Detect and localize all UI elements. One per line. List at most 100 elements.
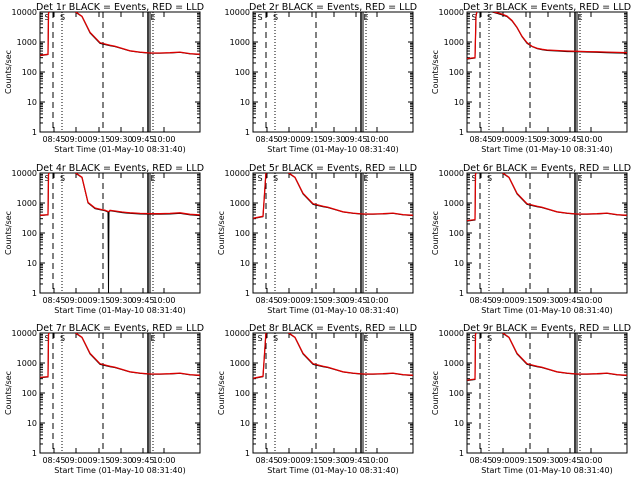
y-tick-label: 10 <box>240 419 250 428</box>
y-tick-label: 10 <box>454 98 464 107</box>
y-tick-label: 1 <box>32 128 37 137</box>
interval-marker-label: S <box>472 334 477 343</box>
y-tick-label: 100 <box>235 229 250 238</box>
y-tick-label: 10000 <box>439 8 464 17</box>
x-tick-label: 09:00 <box>491 456 514 465</box>
plot-frame <box>466 332 628 454</box>
x-tick-label: 09:45 <box>344 296 367 305</box>
interval-marker-label: S <box>273 13 278 22</box>
y-tick-label: 1 <box>459 128 464 137</box>
panel-title: Det 3r BLACK = Events, RED = LLD <box>463 2 631 13</box>
x-tick-label: 09:15 <box>87 296 110 305</box>
y-tick-label: 1 <box>245 128 250 137</box>
interval-marker-label: E <box>151 334 156 343</box>
interval-marker-label: S <box>472 13 477 22</box>
x-tick-label: 10:00 <box>365 135 388 144</box>
x-tick-label: 09:45 <box>344 456 367 465</box>
panel-title: Det 5r BLACK = Events, RED = LLD <box>249 163 417 174</box>
series-events-line <box>40 173 200 293</box>
x-axis-label: Start Time (01-May-10 08:31:40) <box>54 145 185 154</box>
y-tick-label: 1000 <box>230 38 250 47</box>
x-tick-label: 09:00 <box>491 296 514 305</box>
interval-marker-label: E <box>578 174 583 183</box>
plot-frame <box>252 11 414 133</box>
interval-marker-label: S <box>60 334 65 343</box>
interval-marker-label: S <box>60 13 65 22</box>
y-tick-label: 10 <box>27 98 37 107</box>
y-tick-label: 1 <box>245 289 250 298</box>
interval-marker-label: E <box>364 13 369 22</box>
x-tick-label: 09:00 <box>277 296 300 305</box>
x-tick-label: 09:15 <box>514 135 537 144</box>
y-tick-label: 10 <box>454 259 464 268</box>
x-tick-label: 08:45 <box>469 456 492 465</box>
interval-marker-label: E <box>364 334 369 343</box>
y-tick-label: 1000 <box>230 359 250 368</box>
y-tick-label: 100 <box>235 68 250 77</box>
x-tick-label: 08:45 <box>255 296 278 305</box>
series-lld-line <box>40 333 200 379</box>
y-tick-label: 10 <box>27 419 37 428</box>
x-tick-label: 09:30 <box>109 135 132 144</box>
x-tick-label: 09:15 <box>300 135 323 144</box>
y-axis-label: Counts/sec <box>4 371 13 415</box>
x-axis-label: Start Time (01-May-10 08:31:40) <box>481 306 612 315</box>
y-tick-label: 10000 <box>439 169 464 178</box>
panel-det-6: Det 6r BLACK = Events, RED = LLD 1 10 100 10… <box>431 163 631 315</box>
x-axis-label: Start Time (01-May-10 08:31:40) <box>267 145 398 154</box>
interval-marker-label: S <box>258 174 263 183</box>
y-tick-label: 1000 <box>17 199 37 208</box>
panel-title: Det 2r BLACK = Events, RED = LLD <box>249 2 417 13</box>
plot-frame <box>39 11 201 133</box>
y-axis-label: Counts/sec <box>4 211 13 255</box>
interval-marker-label: E <box>151 174 156 183</box>
x-tick-label: 09:00 <box>64 296 87 305</box>
series-lld-line <box>40 12 200 56</box>
interval-marker-label: S <box>273 174 278 183</box>
interval-marker-label: S <box>258 334 263 343</box>
plot-frame <box>466 172 628 294</box>
plot-frame <box>466 11 628 133</box>
x-tick-label: 09:15 <box>300 456 323 465</box>
y-tick-label: 10 <box>240 98 250 107</box>
x-tick-label: 09:30 <box>109 296 132 305</box>
y-axis-label: Counts/sec <box>217 211 226 255</box>
plot-frame <box>39 172 201 294</box>
x-tick-label: 09:15 <box>514 456 537 465</box>
x-tick-label: 08:45 <box>42 456 65 465</box>
y-tick-label: 10 <box>454 419 464 428</box>
plot-frame <box>39 332 201 454</box>
y-tick-label: 10 <box>27 259 37 268</box>
y-tick-label: 1 <box>459 449 464 458</box>
interval-marker-label: E <box>151 13 156 22</box>
plot-frame <box>252 332 414 454</box>
interval-marker-label: E <box>578 334 583 343</box>
x-tick-label: 09:30 <box>322 135 345 144</box>
x-axis-label: Start Time (01-May-10 08:31:40) <box>481 466 612 475</box>
interval-marker-label: E <box>364 174 369 183</box>
interval-marker-label: S <box>273 334 278 343</box>
y-axis-label: Counts/sec <box>431 371 440 415</box>
x-tick-label: 10:00 <box>152 296 175 305</box>
x-tick-label: 09:00 <box>277 135 300 144</box>
y-tick-label: 10 <box>240 259 250 268</box>
x-tick-label: 09:15 <box>87 456 110 465</box>
panel-det-3: Det 3r BLACK = Events, RED = LLD 1 10 100 10… <box>431 2 631 154</box>
x-axis-label: Start Time (01-May-10 08:31:40) <box>54 466 185 475</box>
x-tick-label: 10:00 <box>365 456 388 465</box>
interval-marker-label: S <box>45 13 50 22</box>
x-tick-label: 09:45 <box>558 296 581 305</box>
y-tick-label: 10000 <box>225 8 250 17</box>
panel-det-7: Det 7r BLACK = Events, RED = LLD 1 10 100 10… <box>4 323 204 475</box>
y-tick-label: 100 <box>449 68 464 77</box>
panel-det-4: Det 4r BLACK = Events, RED = LLD 1 10 100 10… <box>4 163 204 315</box>
y-tick-label: 1000 <box>17 359 37 368</box>
x-tick-label: 09:45 <box>558 135 581 144</box>
y-axis-label: Counts/sec <box>4 50 13 94</box>
x-tick-label: 09:45 <box>131 296 154 305</box>
x-tick-label: 09:00 <box>64 456 87 465</box>
y-tick-label: 100 <box>22 68 37 77</box>
x-tick-label: 10:00 <box>152 456 175 465</box>
y-axis-label: Counts/sec <box>217 371 226 415</box>
